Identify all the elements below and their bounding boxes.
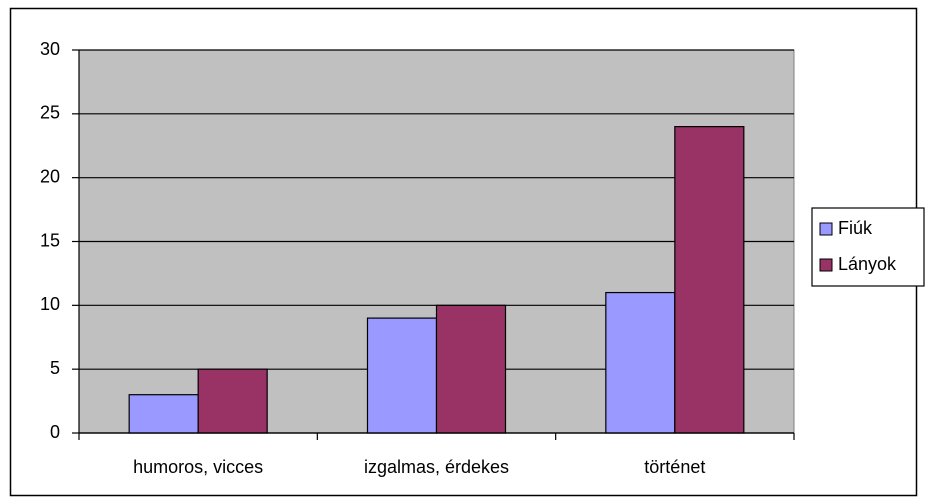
- bar: [605, 291, 676, 434]
- y-tick-label: 10: [40, 294, 60, 314]
- y-tick-label: 20: [40, 166, 60, 186]
- bar: [435, 304, 507, 434]
- y-tick-label: 5: [50, 358, 60, 378]
- y-tick-label: 0: [50, 422, 60, 442]
- legend-swatch: [819, 258, 833, 272]
- legend-box: [811, 207, 925, 287]
- x-tick-label: izgalmas, érdekes: [364, 457, 509, 477]
- y-tick-label: 30: [40, 39, 60, 59]
- y-tick-label: 25: [40, 103, 60, 123]
- bar: [366, 317, 438, 434]
- bar: [674, 125, 745, 434]
- legend-label: Fiúk: [838, 218, 873, 238]
- legend-label: Lányok: [838, 254, 897, 274]
- x-tick-label: humoros, vicces: [133, 457, 263, 477]
- legend-swatch: [819, 222, 833, 236]
- bar: [197, 368, 268, 434]
- x-tick-label: történet: [644, 457, 705, 477]
- bar: [128, 394, 199, 434]
- y-tick-label: 15: [40, 230, 60, 250]
